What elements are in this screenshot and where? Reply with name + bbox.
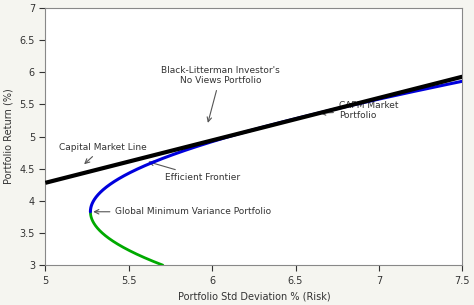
Text: Efficient Frontier: Efficient Frontier (149, 161, 241, 182)
Text: Black-Litterman Investor's
No Views Portfolio: Black-Litterman Investor's No Views Port… (161, 66, 280, 122)
Text: CAPM Market
Portfolio: CAPM Market Portfolio (321, 101, 399, 120)
Text: Global Minimum Variance Portfolio: Global Minimum Variance Portfolio (94, 207, 272, 216)
Y-axis label: Portfolio Return (%): Portfolio Return (%) (4, 89, 14, 185)
X-axis label: Portfolio Std Deviation % (Risk): Portfolio Std Deviation % (Risk) (178, 291, 330, 301)
Text: Capital Market Line: Capital Market Line (59, 143, 146, 163)
